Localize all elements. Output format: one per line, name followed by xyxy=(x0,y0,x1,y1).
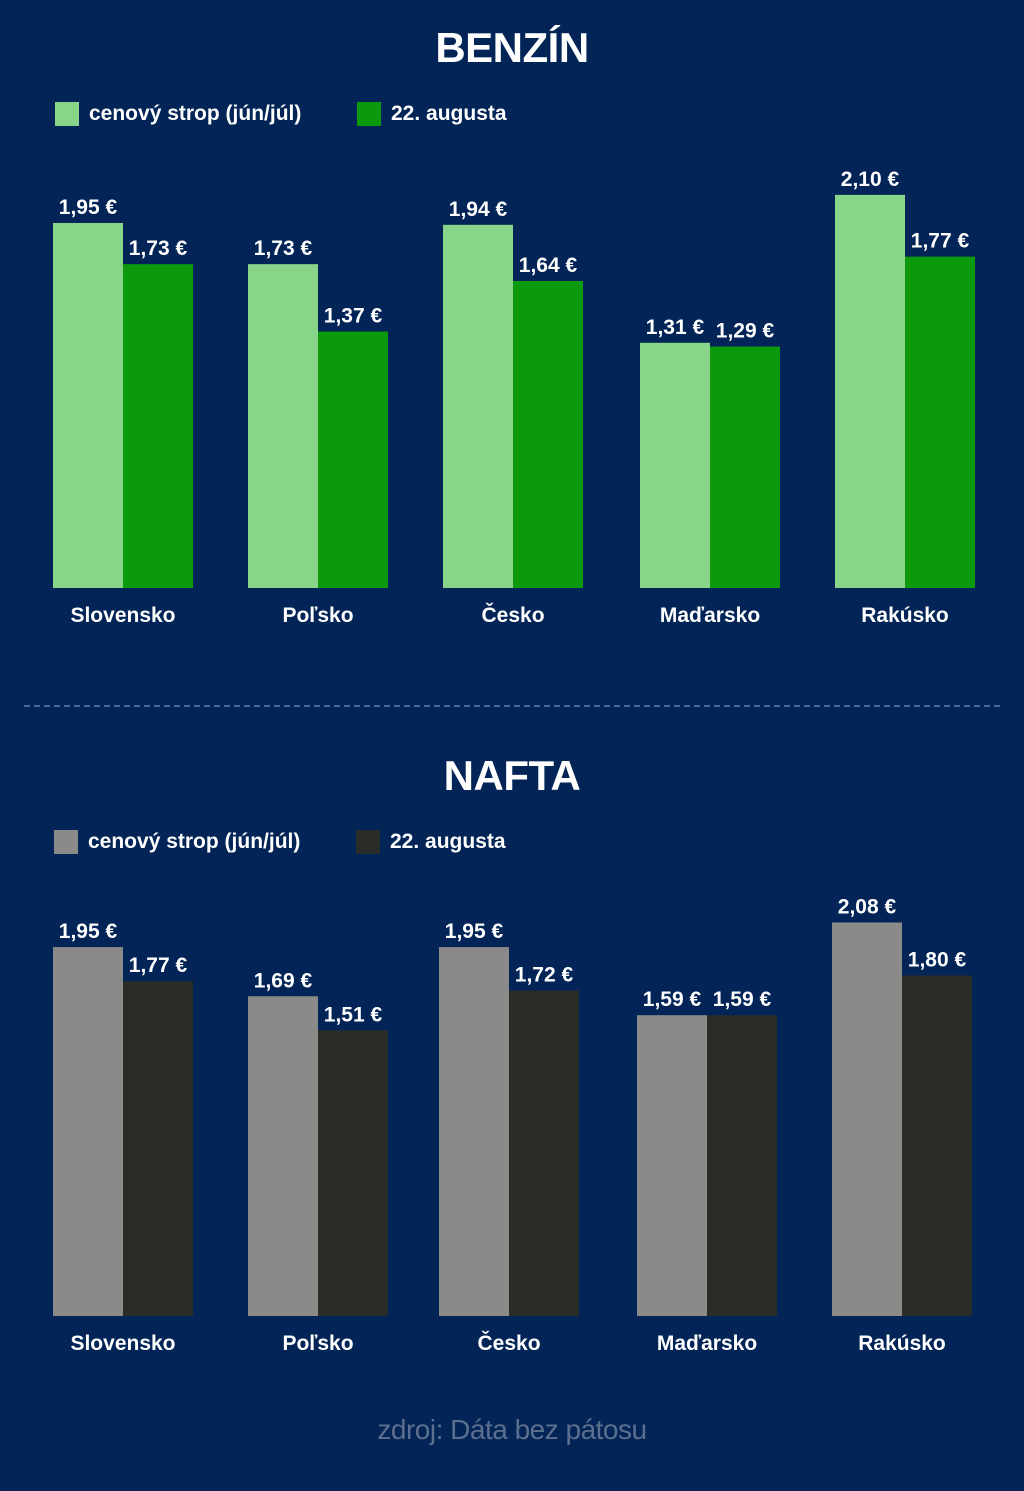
benzin-category-label-4: Rakúsko xyxy=(861,604,949,627)
benzin-value-label-aug-4: 1,77 € xyxy=(911,230,970,253)
nafta-bar-cap-2 xyxy=(439,947,509,1316)
benzin-chart: 1,95 € 1,73 € Slovensko 1,73 € 1,37 € Poľsko 1… xyxy=(53,168,975,627)
nafta-category-label-0: Slovensko xyxy=(70,1332,175,1355)
nafta-value-label-cap-2: 1,95 € xyxy=(445,920,504,943)
benzin-bar-cap-1 xyxy=(248,264,318,588)
benzin-value-label-aug-3: 1,29 € xyxy=(716,320,775,343)
benzin-legend-label-aug: 22. augusta xyxy=(391,102,507,125)
benzin-bar-cap-3 xyxy=(640,342,710,588)
nafta-bar-aug-4 xyxy=(902,975,972,1316)
nafta-value-label-aug-0: 1,77 € xyxy=(129,954,188,977)
nafta-bar-aug-3 xyxy=(707,1015,777,1316)
source-note: zdroj: Dáta bez pátosu xyxy=(377,1414,647,1445)
nafta-category-label-2: Česko xyxy=(477,1331,540,1355)
benzin-value-label-aug-0: 1,73 € xyxy=(129,237,188,260)
benzin-title: BENZÍN xyxy=(435,24,589,71)
benzin-legend-item-aug: 22. augusta xyxy=(357,101,507,127)
benzin-category-label-3: Maďarsko xyxy=(660,604,760,627)
benzin-bar-aug-0 xyxy=(123,264,193,588)
benzin-legend-item-cap: cenový strop (jún/júl) xyxy=(55,101,301,127)
benzin-category-label-0: Slovensko xyxy=(70,604,175,627)
benzin-bar-cap-2 xyxy=(443,224,513,588)
nafta-category-label-4: Rakúsko xyxy=(858,1332,946,1355)
benzin-value-label-cap-2: 1,94 € xyxy=(449,198,508,221)
benzin-category-label-1: Poľsko xyxy=(282,604,353,627)
nafta-value-label-cap-3: 1,59 € xyxy=(643,988,702,1011)
benzin-bar-cap-0 xyxy=(53,222,123,588)
section-divider xyxy=(24,705,1000,707)
benzin-legend-swatch-cap xyxy=(55,102,79,126)
nafta-value-label-aug-1: 1,51 € xyxy=(324,1003,383,1026)
benzin-value-label-cap-1: 1,73 € xyxy=(254,237,313,260)
nafta-legend-swatch-aug xyxy=(356,830,380,854)
nafta-category-label-1: Poľsko xyxy=(282,1332,353,1355)
benzin-value-label-cap-0: 1,95 € xyxy=(59,196,118,219)
nafta-legend-item-cap: cenový strop (jún/júl) xyxy=(54,829,300,855)
nafta-title: NAFTA xyxy=(443,752,581,799)
nafta-bar-cap-1 xyxy=(248,996,318,1316)
nafta-bar-aug-2 xyxy=(509,990,579,1316)
nafta-bar-cap-3 xyxy=(637,1015,707,1316)
benzin-legend-label-cap: cenový strop (jún/júl) xyxy=(89,102,302,125)
benzin-value-label-aug-1: 1,37 € xyxy=(324,305,383,328)
benzin-value-label-cap-3: 1,31 € xyxy=(646,316,705,339)
nafta-bar-cap-4 xyxy=(832,922,902,1316)
benzin-category-label-2: Česko xyxy=(481,603,544,627)
nafta-legend-swatch-cap xyxy=(54,830,78,854)
benzin-bar-aug-2 xyxy=(513,280,583,588)
nafta-bar-cap-0 xyxy=(53,947,123,1316)
nafta-value-label-aug-2: 1,72 € xyxy=(515,964,574,987)
nafta-bar-aug-1 xyxy=(318,1030,388,1316)
benzin-legend-swatch-aug xyxy=(357,102,381,126)
benzin-value-label-aug-2: 1,64 € xyxy=(519,254,578,277)
nafta-value-label-cap-0: 1,95 € xyxy=(59,920,118,943)
benzin-bar-aug-4 xyxy=(905,256,975,588)
benzin-value-label-cap-4: 2,10 € xyxy=(841,168,900,191)
nafta-bar-aug-0 xyxy=(123,981,193,1316)
nafta-category-label-3: Maďarsko xyxy=(657,1332,757,1355)
benzin-bar-aug-1 xyxy=(318,331,388,588)
nafta-value-label-aug-4: 1,80 € xyxy=(908,948,967,971)
nafta-value-label-aug-3: 1,59 € xyxy=(713,988,772,1011)
nafta-chart: 1,95 € 1,77 € Slovensko 1,69 € 1,51 € Poľsko 1… xyxy=(53,895,972,1355)
nafta-legend-label-cap: cenový strop (jún/júl) xyxy=(88,830,301,853)
nafta-legend-label-aug: 22. augusta xyxy=(390,830,506,853)
benzin-bar-cap-4 xyxy=(835,194,905,588)
benzin-bar-aug-3 xyxy=(710,346,780,588)
nafta-value-label-cap-4: 2,08 € xyxy=(838,895,897,918)
nafta-value-label-cap-1: 1,69 € xyxy=(254,969,313,992)
nafta-legend-item-aug: 22. augusta xyxy=(356,829,506,855)
